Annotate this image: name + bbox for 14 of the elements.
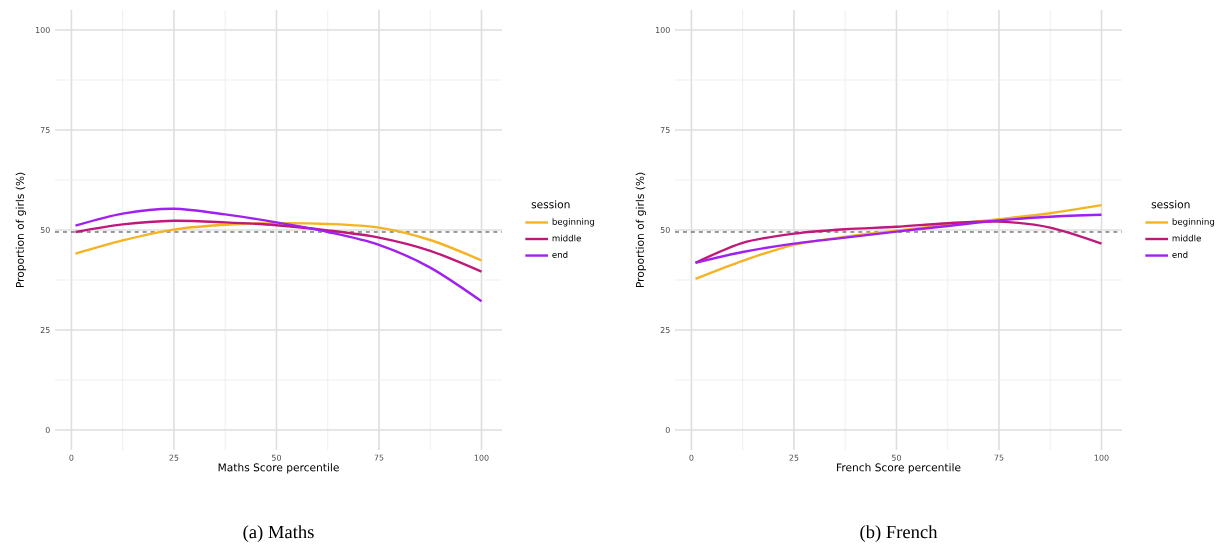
- legend-label: beginning: [552, 217, 595, 227]
- y-axis-title: Proportion of girls (%): [635, 172, 646, 287]
- x-axis-title: French Score percentile: [837, 462, 961, 474]
- x-axis-title: Maths Score percentile: [218, 462, 339, 474]
- y-axis-title: Proportion of girls (%): [15, 172, 26, 287]
- legend-label: end: [552, 251, 568, 258]
- legend-label: middle: [1172, 234, 1201, 242]
- legend-label: middle: [552, 234, 581, 242]
- text: (b) French: [860, 524, 938, 542]
- legend-label: end: [1172, 251, 1188, 258]
- legend-title: session: [531, 199, 570, 209]
- text: (a) Maths: [243, 524, 314, 542]
- legend-label: beginning: [1172, 217, 1215, 227]
- legend-title: session: [1151, 199, 1190, 209]
